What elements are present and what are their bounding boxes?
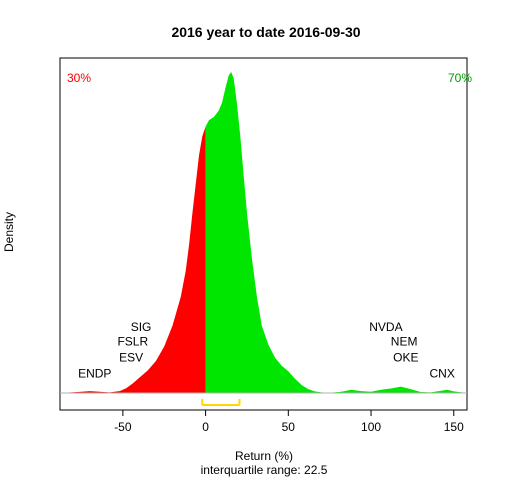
density-area-above-zero	[205, 72, 467, 393]
ticker-label: ESV	[119, 351, 143, 365]
ticker-label: NEM	[391, 335, 418, 349]
x-axis: -50 0 50 100 150	[114, 410, 464, 434]
x-tick-label: -50	[114, 420, 132, 434]
ticker-label: CNX	[430, 367, 455, 381]
left-share-label: 30%	[67, 71, 91, 85]
density-area-below-zero	[60, 126, 206, 393]
right-share-label: 70%	[448, 71, 472, 85]
x-tick-label: 150	[444, 420, 464, 434]
x-axis-label: Return (%)	[235, 449, 293, 463]
ticker-label: OKE	[393, 351, 418, 365]
x-tick-label: 100	[361, 420, 381, 434]
x-tick-label: 0	[202, 420, 209, 434]
ticker-label: NVDA	[369, 320, 402, 334]
plot-area	[59, 57, 468, 411]
y-axis-label: Density	[2, 212, 16, 252]
ticker-label: SIG	[131, 320, 152, 334]
ticker-label: FSLR	[117, 335, 148, 349]
iqr-footnote: interquartile range: 22.5	[201, 463, 328, 477]
x-tick-label: 50	[282, 420, 296, 434]
plot-frame	[59, 57, 468, 411]
chart-title: 2016 year to date 2016-09-30	[171, 24, 360, 40]
ticker-label: ENDP	[78, 367, 111, 381]
